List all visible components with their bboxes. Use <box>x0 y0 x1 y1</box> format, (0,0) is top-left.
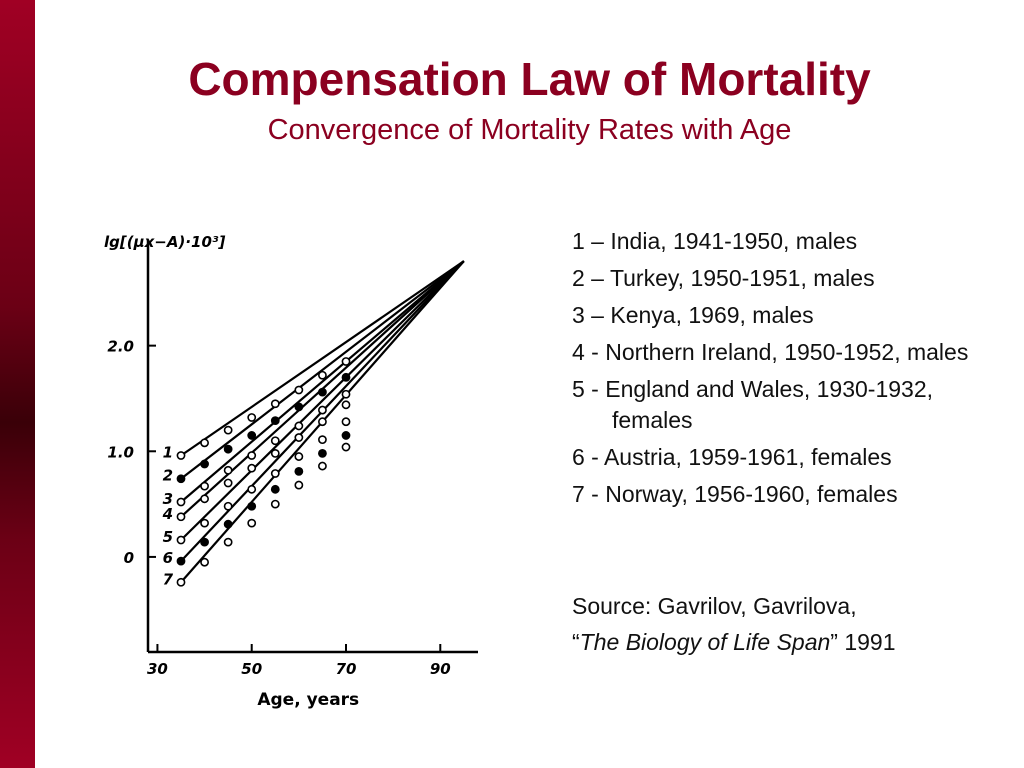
data-point-6-4 <box>247 501 257 511</box>
data-point-7-8 <box>341 442 351 452</box>
chart-axes <box>146 240 478 654</box>
data-point-1-5 <box>270 399 280 409</box>
legend-item-1: 1 – India, 1941-1950, males <box>572 228 858 254</box>
data-point-6-2 <box>200 537 209 547</box>
data-point-3-4 <box>247 451 257 460</box>
data-point-5-5 <box>270 469 280 478</box>
source-year: 1991 <box>837 629 896 655</box>
chart-labels: 0 1.0 2.0 30 50 70 90 lg[(μx−A)·10³] Age, years 1… <box>104 233 451 710</box>
chart-series-markers <box>176 357 351 587</box>
source-citation: Source: Gavrilov, Gavrilova, “The Biolog… <box>572 588 1012 660</box>
data-point-4-7 <box>318 417 327 427</box>
data-point-3-3 <box>223 465 233 475</box>
data-point-4-1 <box>176 512 186 522</box>
data-point-5-1 <box>176 535 186 545</box>
data-point-2-1 <box>176 474 186 484</box>
data-point-7-4 <box>247 518 257 528</box>
data-point-6-8 <box>341 431 351 440</box>
data-point-7-3 <box>223 537 233 547</box>
source-book-line: “The Biology of Life Span” 1991 <box>572 624 1012 660</box>
legend-item-2: 2 – Turkey, 1950-1951, males <box>572 265 875 291</box>
series-line-2 <box>180 260 465 480</box>
data-point-4-5 <box>270 448 280 458</box>
data-point-4-6 <box>294 433 304 442</box>
data-point-3-5 <box>270 436 280 446</box>
data-point-6-3 <box>223 519 233 529</box>
data-point-7-6 <box>294 480 304 490</box>
slide-subtitle: Convergence of Mortality Rates with Age <box>267 114 792 146</box>
legend-item-4: 4 - Northern Ireland, 1950-1952, males <box>572 339 969 365</box>
y-tick-label: 2.0 <box>107 338 134 356</box>
data-point-1-2 <box>200 438 209 448</box>
source-line: Source: Gavrilov, Gavrilova, <box>572 593 857 619</box>
series-line-1 <box>180 260 465 457</box>
series-legend: 1 – India, 1941-1950, males 2 – Turkey, … <box>572 226 1012 516</box>
series-label-2: 2 <box>163 467 173 485</box>
data-point-5-6 <box>294 452 304 461</box>
data-point-4-8 <box>341 400 351 410</box>
series-line-3 <box>180 260 465 503</box>
data-point-3-8 <box>341 389 351 399</box>
data-point-2-7 <box>318 387 327 397</box>
data-point-5-4 <box>247 484 257 494</box>
side-accent-bar <box>0 0 35 768</box>
legend-item-5: 5 - England and Wales, 1930-1932, female… <box>572 376 934 433</box>
y-tick-label: 1.0 <box>107 443 134 461</box>
x-tick-label: 70 <box>336 660 357 678</box>
data-point-3-7 <box>318 405 327 415</box>
series-label-3: 3 <box>163 490 173 508</box>
data-point-2-2 <box>200 459 209 469</box>
slide-title: Compensation Law of Mortality <box>188 53 871 105</box>
data-point-6-7 <box>318 448 327 458</box>
data-point-4-4 <box>247 463 257 473</box>
data-point-2-8 <box>341 372 351 382</box>
data-point-2-3 <box>223 444 233 454</box>
data-point-1-3 <box>223 425 233 435</box>
series-label-1: 1 <box>163 444 173 462</box>
data-point-4-2 <box>200 494 209 504</box>
series-line-5 <box>180 260 465 541</box>
data-point-2-5 <box>270 416 280 426</box>
data-point-3-1 <box>176 497 186 507</box>
series-label-4: 4 <box>162 505 173 523</box>
data-point-1-7 <box>318 370 327 380</box>
series-label-6: 6 <box>163 549 173 567</box>
open-quote: “ <box>572 629 580 655</box>
data-point-2-6 <box>294 402 304 412</box>
data-point-7-5 <box>270 499 280 509</box>
data-point-3-2 <box>200 481 209 491</box>
data-point-5-8 <box>341 417 351 427</box>
data-point-5-2 <box>200 518 209 528</box>
data-point-5-7 <box>318 435 327 445</box>
close-quote: ” <box>830 629 838 655</box>
data-point-6-5 <box>270 484 280 494</box>
data-point-7-7 <box>318 461 327 471</box>
mortality-chart: 0 1.0 2.0 30 50 70 90 lg[(μx−A)·10³] Age, years 1… <box>104 233 478 710</box>
series-label-5: 5 <box>163 528 173 546</box>
book-title: The Biology of Life Span <box>579 629 831 655</box>
data-point-1-6 <box>294 385 304 395</box>
data-point-1-1 <box>176 451 186 460</box>
series-label-7: 7 <box>163 570 174 588</box>
x-tick-label: 90 <box>430 660 451 678</box>
data-point-7-1 <box>176 577 186 587</box>
data-point-3-6 <box>294 421 304 431</box>
y-tick-label: 0 <box>124 549 134 567</box>
data-point-6-1 <box>176 556 186 566</box>
x-axis-label: Age, years <box>257 690 359 710</box>
data-point-1-8 <box>341 357 351 366</box>
data-point-5-3 <box>223 501 233 511</box>
x-tick-label: 30 <box>147 660 168 678</box>
data-point-1-4 <box>247 413 257 422</box>
x-tick-label: 50 <box>241 660 262 678</box>
data-point-4-3 <box>223 478 233 488</box>
legend-item-3: 3 – Kenya, 1969, males <box>572 302 814 328</box>
legend-item-6: 6 - Austria, 1959-1961, females <box>572 444 892 470</box>
y-axis-label: lg[(μx−A)·10³] <box>104 233 225 251</box>
data-point-7-2 <box>200 557 209 567</box>
legend-item-7: 7 - Norway, 1956-1960, females <box>572 481 898 507</box>
data-point-2-4 <box>247 431 257 440</box>
data-point-6-6 <box>294 466 304 476</box>
